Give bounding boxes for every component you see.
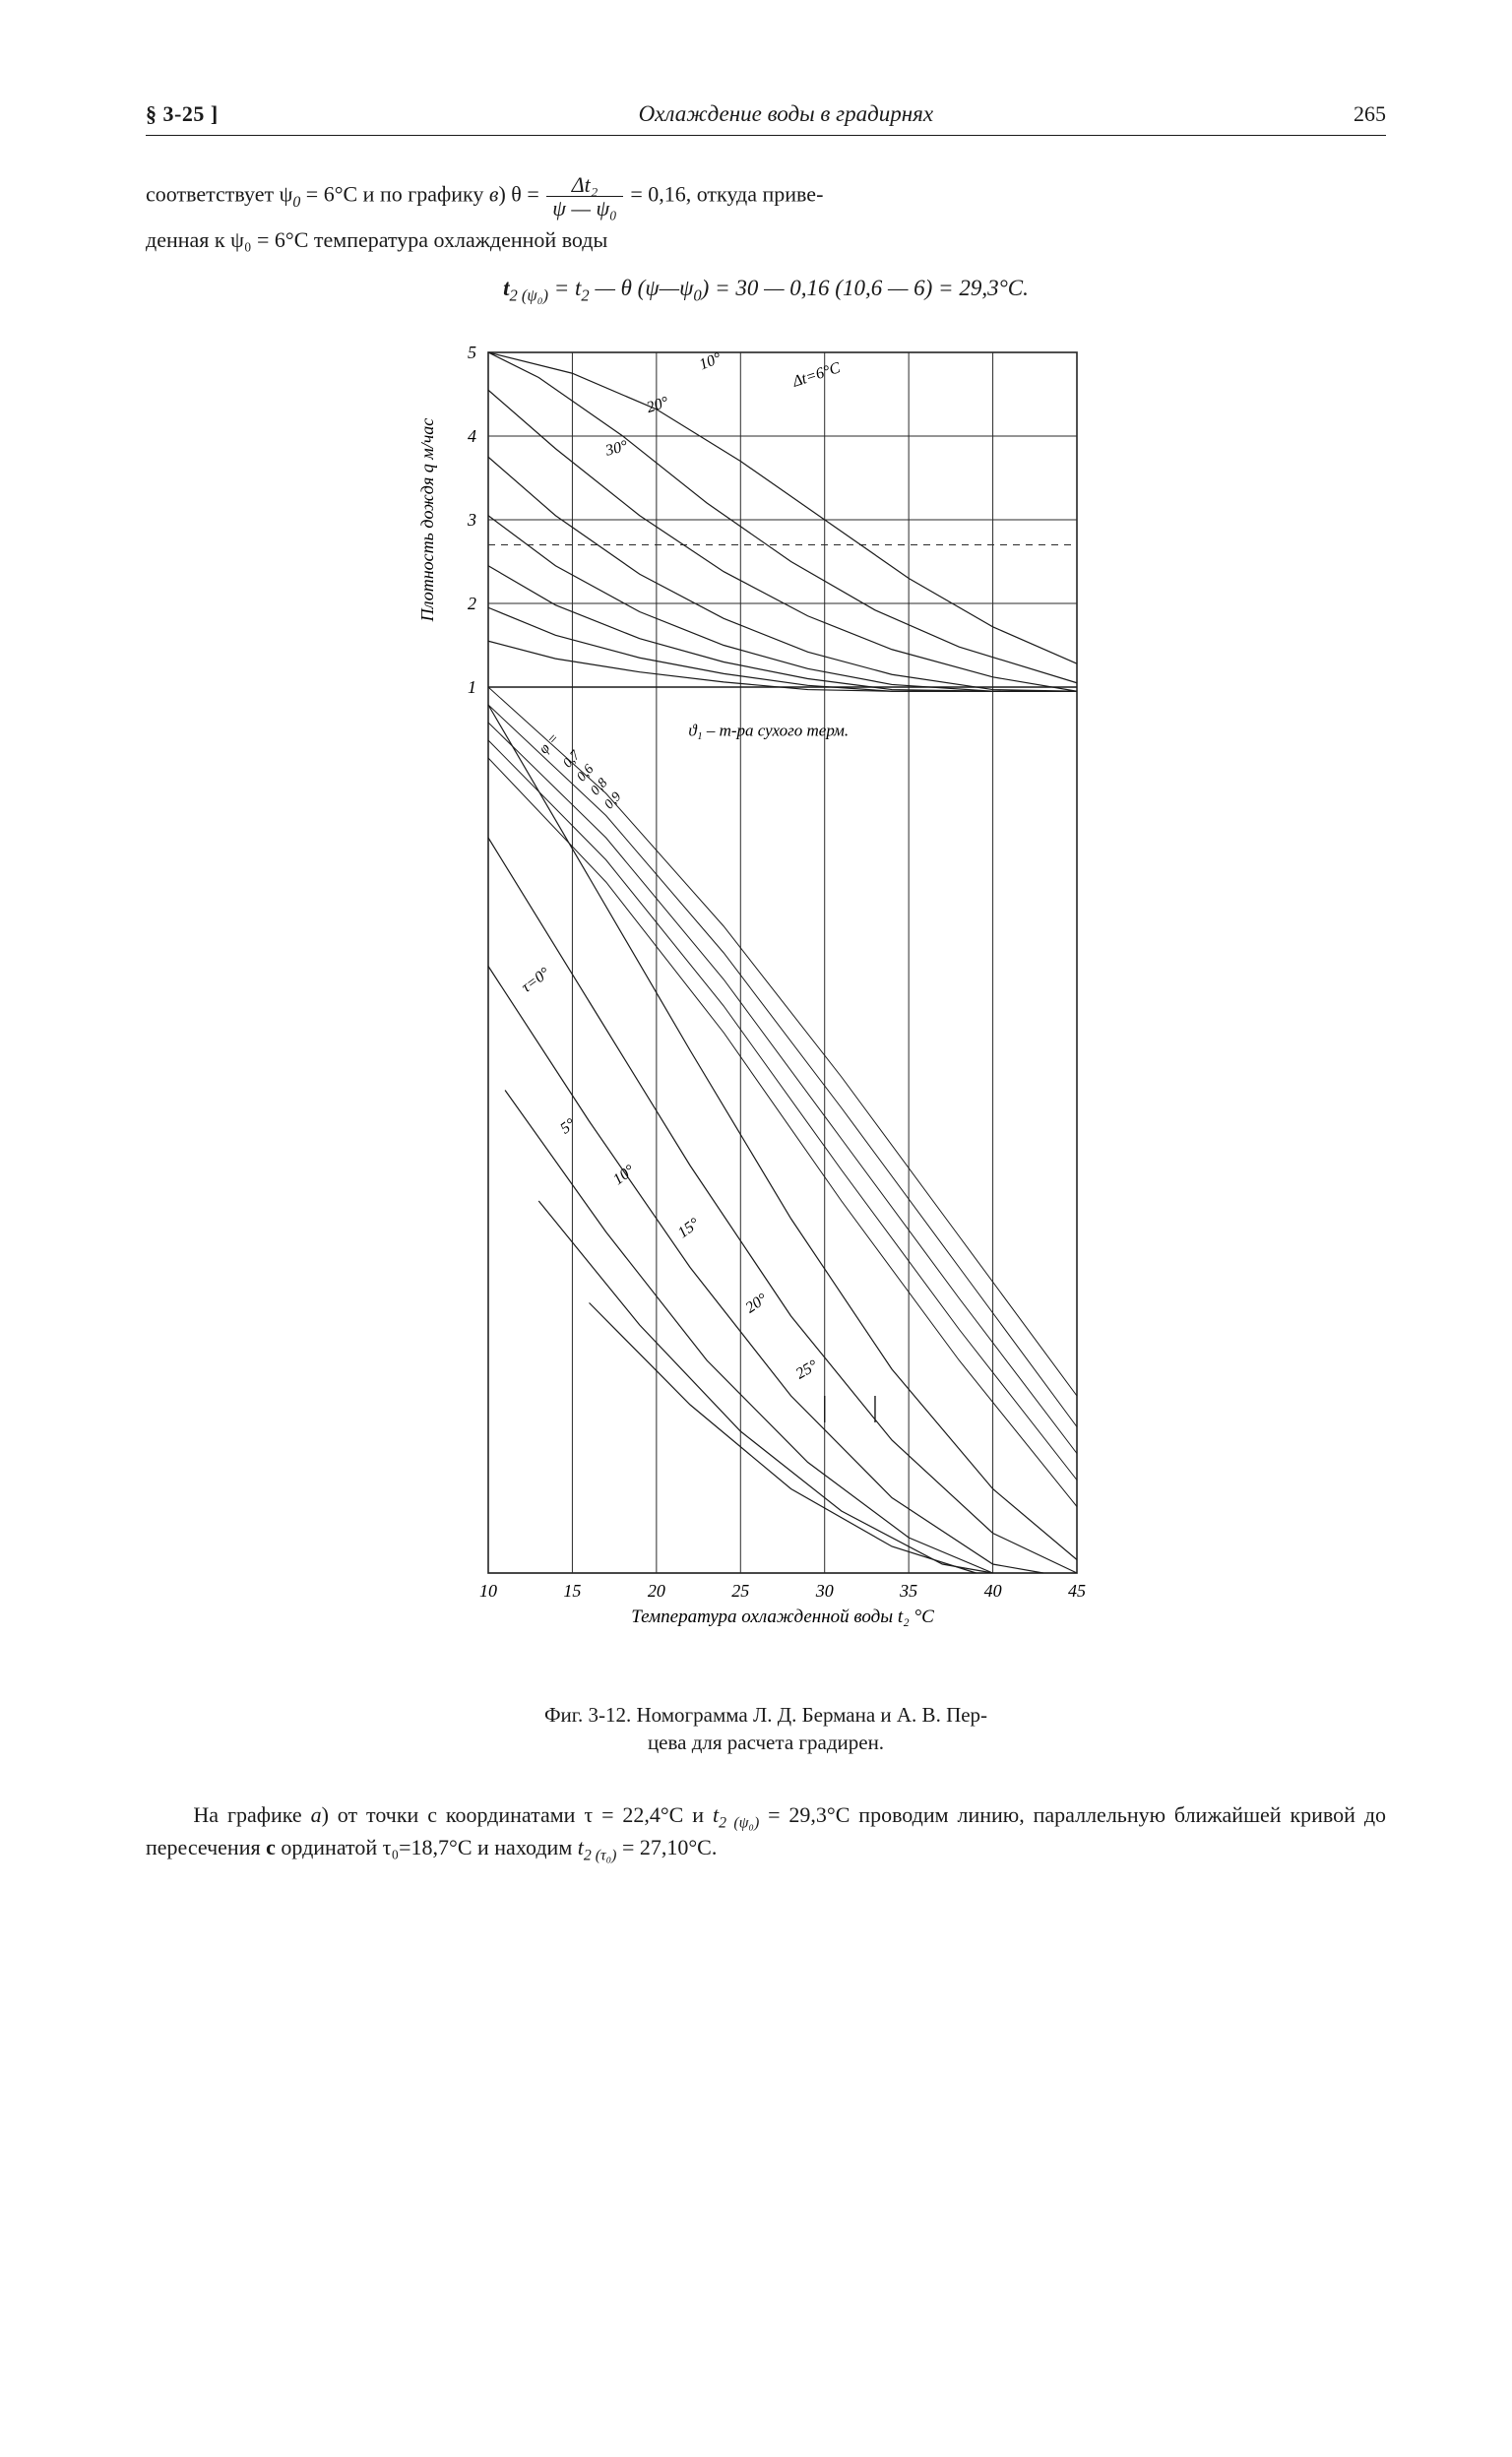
p1-b: = 6°C и по графику [300,182,489,207]
svg-text:30: 30 [815,1581,834,1601]
p1-a: соответствует ψ [146,182,292,207]
paragraph-1: соответствует ψ0 = 6°C и по графику в) θ… [146,173,1386,220]
equation-display: t2 (ψ₀) = t2 — θ (ψ—ψ0) = 30 — 0,16 (10,… [146,273,1386,307]
section-label: § 3-25 ] [146,99,219,129]
p3-a: На графике [193,1802,310,1827]
svg-text:2: 2 [468,594,476,613]
figure-nomogram: 1015202530354045Температура охлажденной … [392,333,1140,1671]
page-number: 265 [1354,99,1386,129]
svg-text:25: 25 [731,1581,749,1601]
running-head: § 3-25 ] Охлаждение воды в градирнях 265 [146,98,1386,136]
p1-e: = 0,16, откуда приве- [625,182,824,207]
p3-g: ординатой τ₀=18,7°C и находим [276,1835,578,1859]
svg-text:20: 20 [648,1581,665,1601]
svg-text:10: 10 [479,1581,497,1601]
paragraph-2: денная к ψ₀ = 6°C температура охлажденно… [146,225,1386,255]
svg-text:3: 3 [467,510,476,530]
frac-num: Δt₂ [546,173,623,197]
p3-h: = 27,10°C. [616,1835,717,1859]
p3-f: с [266,1835,276,1859]
caption-line1: Фиг. 3-12. Номограмма Л. Д. Бермана и А.… [544,1703,987,1727]
svg-text:Плотность дождя q м/час: Плотность дождя q м/час [417,418,437,623]
chapter-title: Охлаждение воды в градирнях [639,98,934,129]
svg-text:35: 35 [899,1581,917,1601]
svg-text:45: 45 [1068,1581,1086,1601]
eq-body: = t2 — θ (ψ—ψ0) = 30 — 0,16 (10,6 — 6) =… [554,276,1029,300]
p3-b: а [311,1802,322,1827]
svg-text:ϑ₁ – т-ра сухого терм.: ϑ₁ – т-ра сухого терм. [688,721,849,739]
svg-text:4: 4 [468,426,476,446]
p1-d: ) θ = [498,182,544,207]
svg-text:Температура охлажденной воды t: Температура охлажденной воды t₂ °C [631,1606,934,1627]
caption-line2: цева для расчета градирен. [648,1731,884,1754]
p3-c: ) от точки с координатами τ = 22,4°C и [322,1802,713,1827]
svg-text:15: 15 [563,1581,581,1601]
svg-text:40: 40 [984,1581,1002,1601]
figure-caption: Фиг. 3-12. Номограмма Л. Д. Бермана и А.… [451,1701,1081,1757]
frac-den: ψ — ψ₀ [546,197,623,220]
svg-text:5: 5 [468,343,476,362]
paragraph-3: На графике а) от точки с координатами τ … [146,1800,1386,1867]
nomogram-svg: 1015202530354045Температура охлажденной … [392,333,1140,1671]
svg-text:1: 1 [468,677,476,697]
fraction: Δt₂ψ — ψ₀ [546,173,623,220]
